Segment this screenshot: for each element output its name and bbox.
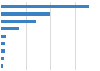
Bar: [1, 35, 6, 38]
Bar: [1, 64, 3, 68]
Bar: [1, 57, 4, 60]
Bar: [1, 42, 5, 45]
Bar: [1, 49, 5, 53]
Bar: [1, 5, 89, 8]
Bar: [1, 20, 36, 23]
Bar: [1, 27, 19, 30]
Bar: [1, 12, 50, 16]
